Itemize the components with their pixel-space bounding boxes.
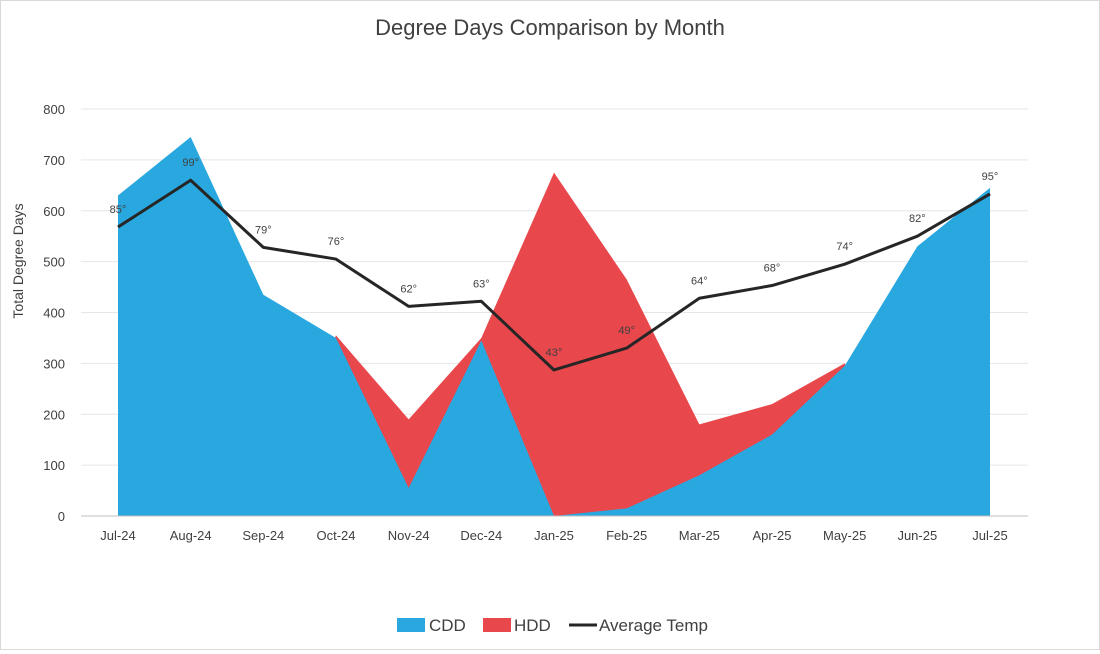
x-axis: Jul-24 Aug-24 Sep-24 Oct-24 Nov-24 Dec-24 Jan-…	[81, 515, 1028, 543]
temp-data-label: 43°	[546, 347, 563, 359]
legend-label-cdd: CDD	[429, 616, 466, 635]
temp-data-label: 79°	[255, 224, 272, 236]
temp-data-label: 85°	[110, 204, 127, 216]
y-axis-title: Total Degree Days	[10, 203, 26, 318]
x-tick-label: Jan-25	[534, 528, 574, 543]
x-tick-label: Jun-25	[897, 528, 937, 543]
y-tick-label: 300	[43, 356, 65, 371]
x-tick-label: Oct-24	[316, 528, 355, 543]
x-tick-label: Apr-25	[752, 528, 791, 543]
y-tick-label: 0	[58, 509, 65, 524]
temp-line-series	[117, 178, 991, 372]
x-tick-label: Feb-25	[606, 528, 647, 543]
temp-data-label: 62°	[400, 283, 417, 295]
temp-data-label: 63°	[473, 278, 490, 290]
x-tick-label: Aug-24	[170, 528, 212, 543]
area-series	[118, 136, 990, 516]
y-tick-label: 800	[43, 102, 65, 117]
temp-data-label: 74°	[836, 241, 853, 253]
legend: CDD HDD Average Temp	[397, 616, 708, 635]
cdd-area	[118, 136, 990, 516]
y-axis: 0 100 200 300 400 500 600 700 800	[43, 102, 65, 524]
x-tick-label: Jul-25	[972, 528, 1007, 543]
temp-data-label: 95°	[982, 171, 999, 183]
temp-data-label: 49°	[618, 325, 635, 337]
x-tick-label: Jul-24	[100, 528, 135, 543]
y-tick-label: 200	[43, 407, 65, 422]
y-tick-label: 600	[43, 204, 65, 219]
chart-title: Degree Days Comparison by Month	[375, 15, 725, 40]
x-tick-label: Nov-24	[388, 528, 430, 543]
temp-data-label: 68°	[764, 263, 781, 275]
average-temp-line	[117, 178, 991, 372]
temp-data-label: 99°	[182, 157, 199, 169]
temp-data-labels: 85° 99° 79° 76° 62° 63° 43° 49° 64° 68° 74° 82° 95°	[110, 157, 999, 359]
x-tick-label: Sep-24	[242, 528, 284, 543]
legend-swatch-cdd	[397, 618, 425, 632]
temp-data-label: 64°	[691, 275, 708, 287]
y-tick-label: 500	[43, 255, 65, 270]
legend-swatch-hdd	[483, 618, 511, 632]
x-tick-label: May-25	[823, 528, 866, 543]
temp-data-label: 76°	[328, 236, 345, 248]
legend-label-hdd: HDD	[514, 616, 551, 635]
temp-data-label: 82°	[909, 213, 926, 225]
legend-label-temp: Average Temp	[599, 616, 708, 635]
y-tick-label: 100	[43, 458, 65, 473]
y-tick-label: 700	[43, 153, 65, 168]
x-tick-label: Dec-24	[460, 528, 502, 543]
x-tick-label: Mar-25	[679, 528, 720, 543]
y-tick-label: 400	[43, 306, 65, 321]
